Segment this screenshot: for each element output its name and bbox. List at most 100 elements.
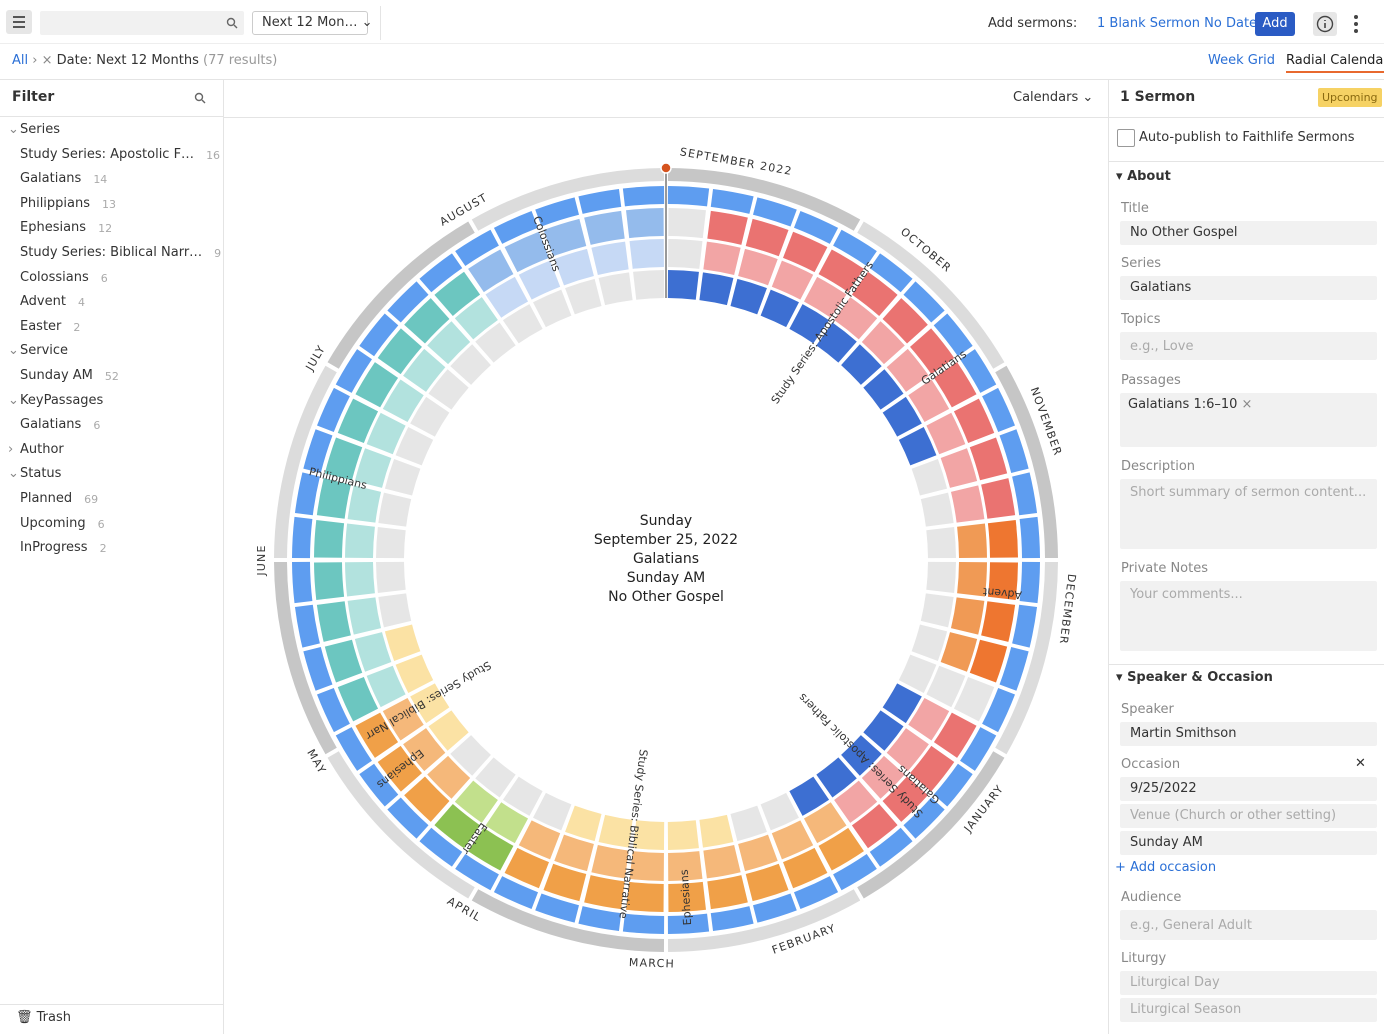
series-input[interactable]: Galatians [1120, 276, 1377, 300]
week-cell [366, 665, 406, 708]
speaker-input[interactable]: Martin Smithson [1120, 722, 1377, 746]
filter-item[interactable]: Colossians [20, 269, 89, 285]
week-cell [533, 792, 572, 831]
filter-group[interactable]: Author [20, 441, 64, 457]
filter-item[interactable]: Planned [20, 491, 73, 506]
month-band [995, 365, 1058, 559]
filter-group[interactable]: Status [20, 466, 62, 482]
info-button[interactable] [1313, 12, 1337, 36]
week-cell [324, 639, 363, 683]
week-cell [886, 728, 929, 772]
filter-group[interactable]: Series [20, 122, 60, 137]
week-cell [378, 492, 412, 527]
breadcrumb-filter[interactable]: Date: Next 12 Months [56, 53, 199, 68]
notes-input[interactable]: Your comments... [1120, 581, 1377, 651]
filter-item[interactable]: Philippians [20, 195, 91, 211]
breadcrumb-all[interactable]: All [12, 53, 29, 68]
liturgical-day-input[interactable]: Liturgical Day [1120, 971, 1377, 995]
week-marker [292, 561, 313, 604]
passages-input[interactable]: Galatians 1:6–10 × [1120, 393, 1377, 447]
week-cell [703, 844, 741, 879]
filter-item[interactable]: Ephesians [20, 220, 87, 236]
week-cell [354, 448, 392, 488]
week-cell [434, 271, 481, 316]
week-cell [450, 735, 491, 776]
range-select[interactable]: Next 12 Mon… ⌄ [252, 11, 373, 35]
month-label: DECEMBER [1057, 573, 1079, 645]
week-cell [861, 321, 905, 365]
audience-input[interactable]: e.g., General Adult [1120, 910, 1377, 940]
calendars-menu[interactable]: Calendars ⌄ [1013, 90, 1094, 105]
week-cell [377, 745, 422, 792]
week-cell [502, 776, 543, 816]
filter-item[interactable]: Upcoming [20, 515, 86, 531]
range-text: Next 12 Mon… [262, 15, 358, 30]
week-cell [565, 278, 602, 315]
add-button[interactable]: Add [1255, 12, 1295, 36]
menu-button[interactable] [6, 10, 32, 34]
search-input[interactable] [40, 11, 244, 35]
week-cell [803, 276, 847, 318]
group-caret[interactable]: ⌄ [8, 466, 19, 482]
center-detail: Galatians [633, 551, 699, 567]
week-marker [999, 429, 1029, 473]
week-cell [834, 297, 878, 340]
week-cell [703, 241, 741, 276]
week-cell [957, 562, 987, 597]
filter-item[interactable]: Advent [20, 294, 66, 310]
group-caret[interactable]: ⌄ [8, 343, 19, 359]
week-cell [851, 271, 898, 316]
filter-group[interactable]: KeyPassages [20, 392, 104, 408]
week-cell [345, 562, 375, 597]
result-count: (77 results) [203, 53, 278, 68]
topics-input[interactable]: e.g., Love [1120, 332, 1377, 360]
week-cell [957, 523, 987, 558]
week-marker [903, 797, 945, 839]
week-cell [789, 304, 830, 344]
week-cell [730, 278, 767, 315]
filter-item[interactable]: Galatians [20, 171, 82, 187]
tab[interactable]: Week Grid [1208, 53, 1276, 68]
week-cell [404, 298, 450, 344]
field-label: Description [1121, 459, 1196, 474]
trash[interactable]: 🗑 Trash [16, 1010, 71, 1025]
week-cell [783, 231, 828, 273]
group-caret[interactable]: ⌄ [8, 122, 19, 137]
month-band [857, 221, 1005, 369]
filter-item[interactable]: Sunday AM [20, 368, 93, 383]
tab-active[interactable]: Radial Calendar [1286, 53, 1384, 73]
week-cell [584, 875, 625, 910]
week-marker [335, 349, 372, 393]
remove-occasion[interactable]: ✕ [1355, 756, 1366, 771]
liturgical-season-input[interactable]: Liturgical Season [1120, 998, 1377, 1022]
week-cell [668, 881, 706, 912]
week-cell [410, 683, 450, 724]
week-cell [667, 820, 699, 850]
occasion-date-input[interactable]: 9/25/2022 [1120, 777, 1377, 801]
week-cell [410, 396, 450, 437]
week-marker [1019, 516, 1040, 559]
about-section[interactable]: ▾ About [1116, 169, 1171, 184]
filter-item[interactable]: InProgress [20, 540, 88, 556]
speaker-section[interactable]: ▾ Speaker & Occasion [1116, 670, 1273, 685]
add-occasion-link[interactable]: + Add occasion [1115, 860, 1217, 875]
filter-group[interactable]: Service [20, 343, 69, 359]
group-caret[interactable]: ⌄ [8, 392, 19, 408]
week-cell [863, 369, 904, 410]
week-marker [359, 313, 399, 357]
filter-item[interactable]: Galatians [20, 417, 82, 433]
month-band [327, 751, 475, 899]
week-cell [745, 218, 789, 257]
blank-sermon-link[interactable]: 1 Blank Sermon No Date [1097, 16, 1258, 31]
group-caret[interactable]: › [8, 441, 14, 457]
more-button[interactable] [1350, 14, 1362, 38]
title-input[interactable]: No Other Gospel [1120, 221, 1377, 245]
filter-item[interactable]: Study Series: Biblical Narr… [20, 245, 203, 260]
venue-input[interactable]: Venue (Church or other setting) [1120, 804, 1377, 828]
description-input[interactable]: Short summary of sermon content... [1120, 479, 1377, 549]
filter-item[interactable]: Study Series: Apostolic F… [20, 146, 195, 162]
autopublish-checkbox[interactable] [1117, 129, 1135, 147]
filter-count: 69 [84, 493, 99, 506]
service-input[interactable]: Sunday AM [1120, 831, 1377, 855]
filter-item[interactable]: Easter [20, 318, 62, 334]
